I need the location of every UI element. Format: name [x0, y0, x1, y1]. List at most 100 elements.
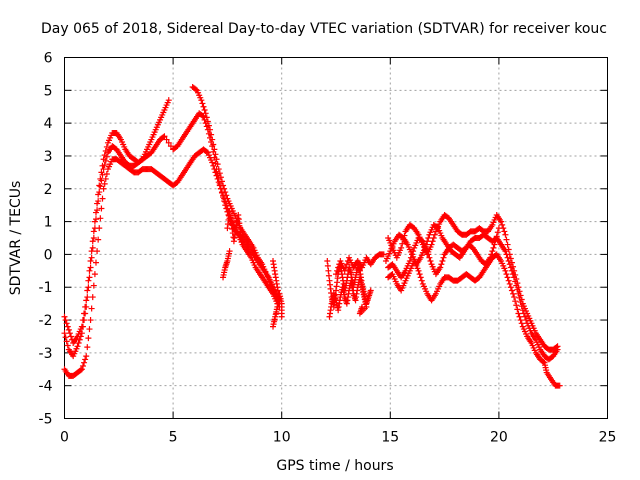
y-tick-label: 2 [44, 182, 53, 198]
data-point [341, 267, 348, 274]
data-point [507, 284, 514, 291]
y-tick-label: 1 [44, 215, 53, 231]
data-point [82, 356, 89, 363]
data-point [101, 180, 108, 187]
data-point [556, 382, 563, 389]
data-point [424, 248, 431, 255]
y-tick-label: 6 [44, 51, 53, 67]
data-point [91, 271, 98, 278]
data-point [506, 261, 513, 268]
data-point [87, 317, 94, 324]
data-point [75, 340, 82, 347]
data-point [83, 353, 90, 360]
data-point [63, 338, 70, 345]
y-tick-label: 0 [44, 247, 53, 263]
data-point [203, 123, 210, 130]
data-point [96, 225, 103, 232]
data-point [214, 175, 221, 182]
data-point [423, 241, 430, 248]
data-point [94, 207, 101, 214]
data-point [503, 271, 510, 278]
x-tick-label: 0 [60, 430, 69, 446]
data-point [520, 310, 527, 317]
data-point [92, 216, 99, 223]
data-point [63, 320, 70, 327]
data-point [200, 113, 207, 120]
data-point [61, 330, 68, 337]
data-point [490, 244, 497, 251]
data-point [79, 362, 86, 369]
data-point [99, 195, 106, 202]
data-point [66, 330, 73, 337]
data-point [102, 175, 109, 182]
data-point [507, 264, 514, 271]
x-axis-label: GPS time / hours [276, 458, 393, 474]
data-point [498, 218, 505, 225]
data-point [192, 86, 199, 93]
data-point [90, 228, 97, 235]
data-point [504, 274, 511, 281]
data-point [510, 271, 517, 278]
data-point [502, 267, 509, 274]
plot-frame [64, 57, 608, 419]
data-point [64, 323, 71, 330]
data-point [501, 228, 508, 235]
data-point [90, 235, 97, 241]
data-point [223, 202, 230, 209]
data-point [512, 278, 519, 285]
y-tick-label: 3 [44, 149, 53, 165]
data-point [213, 172, 220, 179]
data-point [425, 235, 432, 241]
data-point [491, 241, 498, 248]
data-point [90, 282, 97, 289]
data-point [86, 326, 93, 333]
data-point [88, 305, 95, 312]
data-point [161, 133, 168, 140]
data-point [508, 267, 515, 274]
data-point [511, 294, 518, 301]
data-point [221, 195, 228, 202]
data-point [494, 229, 501, 236]
data-point [87, 257, 94, 264]
data-point [430, 235, 437, 241]
data-point [96, 182, 103, 189]
data-point [438, 261, 445, 268]
data-point [217, 185, 224, 192]
data-point [439, 257, 446, 264]
data-point [97, 183, 104, 190]
data-point [165, 139, 172, 146]
data-point [89, 294, 96, 301]
data-point [79, 323, 86, 330]
data-point [74, 343, 81, 350]
data-point [511, 274, 518, 281]
y-tick-label: 5 [44, 83, 53, 99]
data-point [505, 257, 512, 264]
data-point [343, 261, 350, 268]
data-point [418, 237, 425, 244]
data-point [492, 237, 499, 244]
data-point [427, 257, 434, 264]
data-point [540, 358, 547, 365]
data-point [99, 171, 106, 178]
data-point [515, 290, 522, 297]
data-point [429, 238, 436, 245]
x-tick-label: 20 [490, 430, 508, 446]
data-point [226, 248, 233, 255]
data-point [62, 317, 69, 324]
data-point [205, 130, 212, 137]
data-point [516, 313, 523, 320]
data-point [521, 313, 528, 320]
x-axis: 0 5 10 15 20 25 [60, 57, 616, 446]
data-point [342, 264, 349, 271]
data-point [88, 254, 95, 261]
data-point [487, 254, 494, 261]
data-point [493, 233, 500, 240]
y-axis: -5 -4 -3 -2 -1 0 1 2 3 4 5 6 [39, 51, 608, 428]
data-point [203, 148, 210, 155]
y-axis-label: SDTVAR / TECUs [8, 181, 24, 296]
data-point [81, 359, 88, 366]
data-point [209, 143, 216, 150]
data-point [202, 120, 209, 127]
data-point [85, 335, 92, 342]
data-point [513, 282, 520, 289]
